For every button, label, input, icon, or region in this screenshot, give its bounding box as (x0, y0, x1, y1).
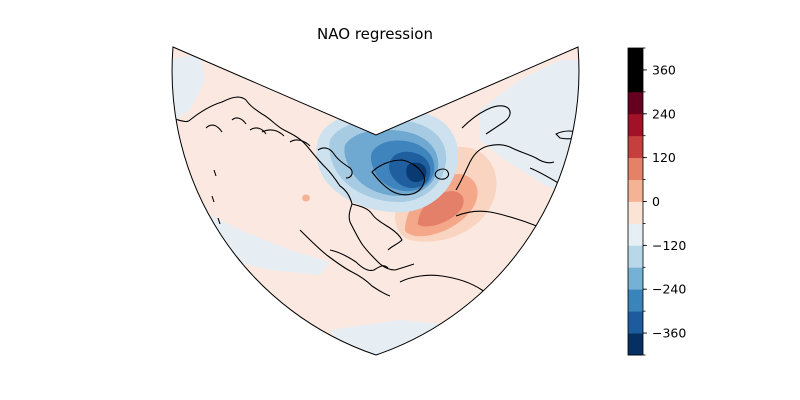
colorbar: −360 −240 −120 0 120 240 360 (627, 47, 686, 356)
coastline-central-america (299, 229, 391, 297)
coastline-greenland (371, 159, 425, 196)
map-boundary (171, 46, 580, 356)
colorbar-bin (628, 179, 643, 202)
coastline-pacific-islands (199, 169, 221, 233)
colorbar-bin (628, 201, 643, 224)
colorbar-tick-label: −240 (652, 282, 686, 297)
colorbar-tick-label: 0 (652, 194, 660, 209)
regression-field (172, 47, 579, 355)
colorbar-bin (628, 157, 643, 180)
colorbar-tick-label: 360 (652, 62, 676, 77)
colorbar-bin (628, 223, 643, 246)
colorbar-bin (628, 311, 643, 334)
coastline-iceland (434, 168, 450, 180)
chart-title: NAO regression (317, 25, 433, 43)
coastline-caspian (555, 130, 579, 140)
coastline-gulf-mexico (329, 249, 389, 272)
colorbar-bin (628, 135, 643, 159)
colorbar-bin (628, 69, 643, 93)
coastline-canadian-archipelago (205, 117, 311, 147)
coastline-scandinavia (461, 105, 511, 135)
colorbar-tick-label: −120 (652, 238, 686, 253)
colorbar-bin (628, 91, 643, 115)
coastline-north-america-east (351, 203, 403, 251)
colorbar-bin (628, 267, 643, 290)
map-panel (171, 46, 580, 356)
colorbar-bin (628, 48, 643, 71)
positive-contour-3 (417, 191, 464, 227)
coastline-europe (455, 144, 555, 191)
colorbar-tick-label: 240 (652, 106, 676, 121)
colorbar-bin (628, 245, 643, 268)
colorbar-bin (628, 113, 643, 137)
positive-spot (302, 194, 310, 202)
negative-contour-6 (406, 162, 427, 183)
colorbar-tick-label: 120 (652, 150, 676, 165)
colorbar-bins (628, 48, 643, 356)
colorbar-bin (628, 333, 643, 356)
coastline-north-america (172, 96, 415, 271)
coastline-baffin (317, 147, 353, 179)
coastlines (172, 96, 579, 351)
colorbar-tick-label: −360 (652, 326, 686, 341)
colorbar-bin (628, 289, 643, 312)
colorbar-ticks: −360 −240 −120 0 120 240 360 (643, 47, 686, 356)
